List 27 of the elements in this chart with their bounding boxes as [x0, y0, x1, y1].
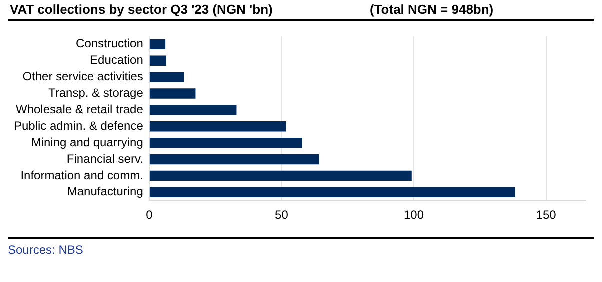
- x-tick-label: 150: [536, 208, 557, 222]
- bar: [150, 72, 184, 82]
- bar: [150, 138, 302, 148]
- x-tick-label: 50: [275, 208, 289, 222]
- y-tick-label: Transp. & storage: [48, 86, 144, 100]
- y-tick-label: Information and comm.: [20, 168, 144, 182]
- chart-subtitle: (Total NGN = 948bn): [370, 2, 494, 17]
- bar: [150, 170, 412, 182]
- y-tick-label: Construction: [76, 36, 144, 51]
- y-tick-label: Education: [90, 53, 144, 68]
- x-tick-label: 100: [404, 208, 424, 222]
- y-tick-label: Mining and quarrying: [31, 135, 144, 150]
- x-tick-label: 0: [146, 208, 154, 222]
- chart-title: VAT collections by sector Q3 '23 (NGN 'bn): [10, 2, 274, 17]
- bar: [150, 105, 237, 116]
- bar: [150, 39, 166, 50]
- y-tick-label: Wholesale & retail trade: [16, 102, 144, 116]
- bar: [150, 187, 516, 198]
- y-tick-label: Public admin. & defence: [14, 118, 144, 133]
- y-tick-label: Other service activities: [22, 70, 144, 84]
- bar: [150, 88, 196, 99]
- bar: [150, 56, 166, 66]
- source-note: Sources: NBS: [8, 243, 84, 257]
- y-tick-label: Financial serv.: [66, 152, 144, 166]
- bar: [150, 122, 286, 132]
- bar: [150, 154, 320, 165]
- y-tick-label: Manufacturing: [67, 184, 144, 199]
